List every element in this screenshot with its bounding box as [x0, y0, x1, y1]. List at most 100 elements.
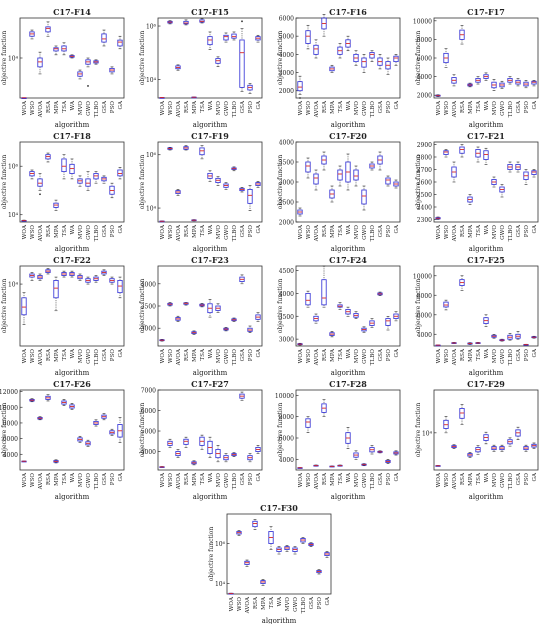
box-ga	[393, 179, 399, 189]
x-tick-label: MVO	[492, 473, 498, 488]
box-wa	[207, 436, 213, 458]
x-tick-label: MPA	[54, 100, 60, 114]
x-axis-label: algorithm	[55, 121, 90, 129]
box-rsa	[321, 151, 327, 171]
x-axis-label: algorithm	[193, 493, 228, 501]
box-iqr	[247, 189, 253, 204]
box-wa	[207, 170, 213, 182]
x-tick-label: WA	[346, 100, 352, 110]
x-tick-label: PSO	[248, 101, 254, 114]
box-avoa	[313, 169, 319, 191]
x-tick-label: GSA	[378, 348, 384, 361]
x-tick-label: GSA	[240, 348, 246, 361]
box-gsa	[239, 187, 245, 193]
box-mvo	[491, 79, 497, 91]
y-tick-label: 4000	[417, 74, 432, 81]
panel-title: C17-F23	[191, 255, 229, 265]
x-tick-label: WSO	[30, 473, 36, 488]
x-tick-label: GA	[532, 348, 538, 357]
x-tick-label: RSA	[322, 224, 328, 237]
x-tick-label: TSA	[338, 224, 344, 237]
plot-frame	[433, 17, 539, 99]
box-iqr	[183, 438, 189, 445]
x-tick-label: WA	[346, 224, 352, 234]
box-wso	[167, 146, 173, 151]
box-wa	[207, 299, 213, 318]
y-tick-label: 2000	[417, 93, 432, 100]
x-tick-label: GWO	[224, 473, 230, 488]
box-tsa	[475, 342, 481, 344]
box-wso	[29, 398, 35, 403]
x-tick-label: TLBO	[94, 349, 100, 366]
panel-title: C17-F21	[467, 131, 505, 141]
box-woa	[21, 219, 27, 222]
plot-frame	[157, 265, 263, 347]
y-tick-label: 10⁶	[146, 152, 157, 159]
box-pso	[385, 57, 391, 75]
x-tick-label: PSO	[386, 473, 392, 486]
x-tick-label: WSO	[306, 101, 312, 116]
y-tick-label: 2300	[417, 217, 432, 224]
box-wa	[345, 35, 351, 52]
x-tick-label: MPA	[54, 472, 60, 486]
box-ga	[393, 450, 399, 456]
box-pso	[523, 169, 529, 185]
y-axis-label: objective function	[415, 279, 422, 334]
x-tick-label: RSA	[184, 348, 190, 361]
x-tick-label: MVO	[492, 101, 498, 116]
x-tick-label: WA	[346, 348, 352, 358]
x-tick-label: GA	[394, 348, 400, 357]
plot-frame	[157, 141, 263, 223]
x-tick-label: WOA	[160, 348, 166, 363]
box-rsa	[45, 21, 51, 37]
y-tick-label: 3500	[279, 160, 294, 167]
box-mpa	[53, 45, 59, 56]
box-wso	[443, 299, 449, 311]
x-tick-label: TLBO	[370, 473, 376, 490]
box-avoa	[313, 464, 319, 467]
box-rsa	[183, 436, 189, 448]
x-axis-label: algorithm	[55, 245, 90, 253]
x-tick-label: GWO	[224, 225, 230, 240]
box-wso	[167, 438, 173, 448]
x-tick-label: MVO	[354, 473, 360, 488]
x-axis-label: algorithm	[55, 369, 90, 377]
y-tick-label: 2400	[417, 205, 432, 212]
x-tick-label: WA	[484, 100, 490, 110]
x-tick-label: WSO	[30, 101, 36, 116]
box-woa	[159, 97, 165, 99]
x-tick-label: AVOA	[38, 348, 44, 366]
x-tick-label: PSO	[386, 225, 392, 238]
box-tsa	[61, 399, 67, 406]
x-tick-label: AVOA	[452, 224, 458, 242]
x-tick-label: WSO	[237, 597, 243, 612]
x-tick-label: GSA	[516, 100, 522, 113]
x-tick-label: GSA	[378, 224, 384, 237]
x-tick-label: WOA	[298, 224, 304, 239]
x-tick-label: RSA	[46, 472, 52, 485]
box-avoa	[37, 416, 43, 421]
box-iqr	[305, 293, 311, 306]
x-tick-label: WSO	[30, 225, 36, 240]
y-tick-label: 2500	[417, 192, 432, 199]
x-tick-label: GSA	[102, 472, 108, 485]
y-tick-label: 10000	[413, 18, 432, 25]
box-tlbo	[231, 317, 237, 322]
x-tick-label: AVOA	[314, 100, 320, 118]
y-tick-label: 10⁴	[146, 206, 157, 213]
box-mvo	[77, 273, 83, 281]
box-wso	[29, 272, 35, 281]
x-tick-label: TLBO	[508, 473, 514, 490]
x-tick-label: PSO	[317, 597, 323, 610]
y-tick-label: 4000	[279, 140, 294, 147]
x-tick-label: RSA	[322, 348, 328, 361]
x-tick-label: MPA	[468, 224, 474, 238]
box-avoa	[313, 39, 319, 59]
x-tick-label: WSO	[444, 473, 450, 488]
box-ga	[117, 35, 123, 50]
box-iqr	[231, 33, 237, 39]
x-tick-label: GSA	[378, 100, 384, 113]
